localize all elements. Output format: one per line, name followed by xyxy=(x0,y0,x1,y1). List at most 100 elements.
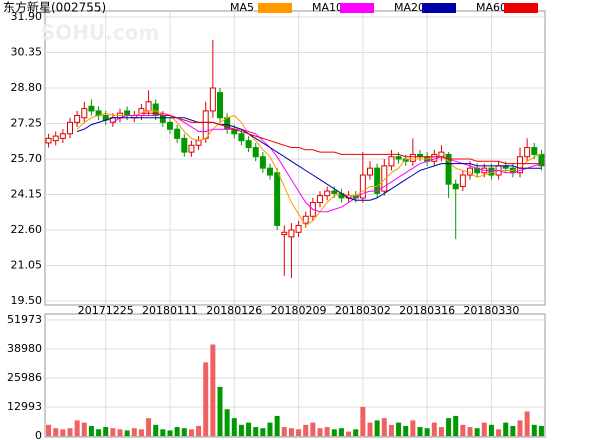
volume-bar xyxy=(160,429,166,436)
legend-label: MA60 xyxy=(476,1,507,14)
legend-swatch xyxy=(504,3,538,13)
x-tick-label: 20180111 xyxy=(142,304,198,317)
x-tick-label: 20180126 xyxy=(206,304,262,317)
ma-line xyxy=(76,110,542,227)
volume-bar xyxy=(538,425,544,436)
candle-body xyxy=(174,128,181,139)
volume-bar xyxy=(88,425,94,436)
volume-bar xyxy=(131,428,137,436)
candle-body xyxy=(524,147,531,158)
volume-bar xyxy=(46,424,52,436)
volume-bar xyxy=(281,427,287,436)
y-tick-label: 21.05 xyxy=(11,259,43,272)
volume-bar xyxy=(310,422,316,436)
volume-bar xyxy=(174,427,180,436)
legend-swatch xyxy=(340,3,374,13)
candle-body xyxy=(52,135,59,142)
volume-bar xyxy=(246,422,252,436)
volume-bar xyxy=(324,427,330,436)
volume-bar xyxy=(524,411,530,436)
candle-body xyxy=(188,144,195,153)
y-tick-label: 25.70 xyxy=(11,152,43,165)
candle-body xyxy=(324,190,331,197)
candle-body xyxy=(167,121,173,130)
candle-body xyxy=(517,156,523,174)
volume-bar xyxy=(153,424,159,436)
y-tick-label: 31.90 xyxy=(11,10,43,23)
legend-label: MA20 xyxy=(394,1,425,14)
volume-tick-label: 0 xyxy=(35,429,42,440)
legend-swatch xyxy=(422,3,456,13)
candle-body xyxy=(531,147,538,155)
legend-label: MA10 xyxy=(312,1,343,14)
y-tick-label: 27.25 xyxy=(11,117,43,130)
volume-bar xyxy=(467,427,473,436)
volume-bar xyxy=(146,418,152,436)
volume-bar xyxy=(474,428,480,436)
x-tick-label: 20171225 xyxy=(78,304,134,317)
volume-bar xyxy=(338,428,344,436)
volume-bar xyxy=(353,429,359,436)
candle-body xyxy=(459,174,466,187)
volume-bar xyxy=(517,420,523,436)
volume-bar xyxy=(367,422,373,436)
volume-bar xyxy=(253,427,259,436)
volume-bar xyxy=(503,422,509,436)
candle-body xyxy=(374,167,381,194)
volume-bar xyxy=(138,429,144,436)
x-tick-label: 20180302 xyxy=(335,304,391,317)
candle-body xyxy=(295,224,302,233)
volume-bar xyxy=(424,428,430,436)
candle-body xyxy=(202,110,209,139)
x-tick-label: 20180330 xyxy=(463,304,519,317)
volume-bar xyxy=(460,424,466,436)
candle-body xyxy=(431,153,438,162)
candle-body xyxy=(409,153,416,162)
volume-bar xyxy=(167,430,173,436)
price-frame xyxy=(44,10,546,306)
candle-body xyxy=(367,167,373,176)
volume-bar xyxy=(438,427,444,436)
legend-swatch xyxy=(258,3,292,13)
volume-bar xyxy=(103,427,109,436)
volume-tick-label: 12993 xyxy=(7,400,42,413)
candle-body xyxy=(195,140,202,146)
volume-bar xyxy=(53,428,59,436)
y-tick-label: 28.80 xyxy=(11,81,43,94)
volume-bar xyxy=(488,424,494,436)
volume-bar xyxy=(531,424,537,436)
candle-body xyxy=(452,183,459,190)
y-tick-label: 22.60 xyxy=(11,223,43,236)
ma-line xyxy=(112,112,542,213)
candle-body xyxy=(538,153,545,167)
candle-body xyxy=(488,167,495,176)
y-tick-label: 24.15 xyxy=(11,188,43,201)
volume-bar xyxy=(81,422,87,436)
candle-body xyxy=(302,215,309,224)
volume-bar xyxy=(381,418,387,436)
volume-bar xyxy=(510,425,516,436)
volume-bar xyxy=(188,429,194,436)
y-tick-label: 30.35 xyxy=(11,46,43,59)
candle-body xyxy=(395,156,402,160)
candle-body xyxy=(217,92,223,119)
candle-body xyxy=(74,114,81,123)
volume-bar xyxy=(331,429,337,436)
volume-bar xyxy=(74,420,80,436)
candle-body xyxy=(67,121,73,135)
volume-bar xyxy=(431,422,437,436)
volume-bar xyxy=(403,425,409,436)
volume-bar xyxy=(303,424,309,436)
candle-body xyxy=(181,137,188,153)
candle-body xyxy=(159,114,166,123)
x-tick-label: 20180316 xyxy=(399,304,455,317)
x-tick-label: 20180209 xyxy=(271,304,327,317)
volume-tick-label: 25986 xyxy=(7,371,42,384)
candle-body xyxy=(388,156,395,167)
volume-bar xyxy=(374,420,380,436)
candle-body xyxy=(331,190,338,194)
candle-body xyxy=(138,108,145,116)
volume-bar xyxy=(260,428,266,436)
volume-bar xyxy=(181,428,187,436)
volume-bar xyxy=(410,420,416,436)
